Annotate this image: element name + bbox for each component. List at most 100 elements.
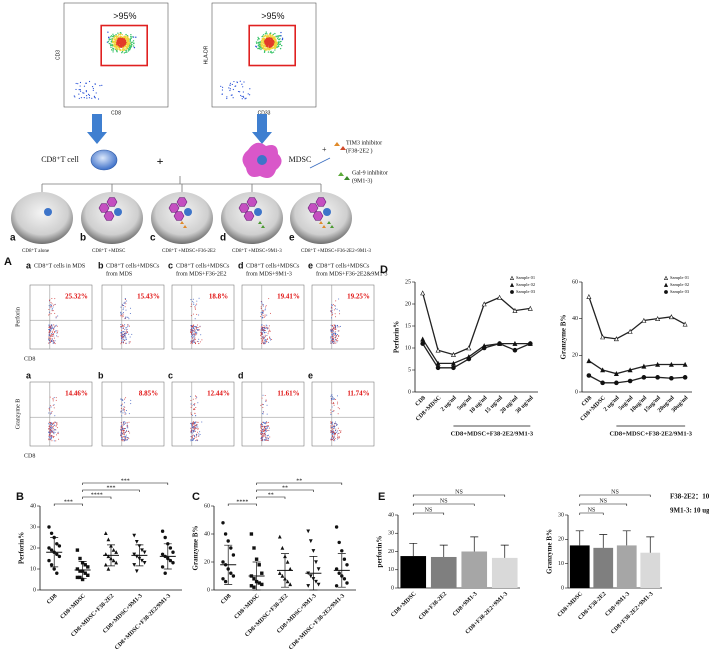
flow-dot: [330, 324, 332, 326]
flow-dot: [53, 422, 55, 424]
gate-dot: [108, 36, 110, 39]
flow-dot: [262, 411, 264, 413]
gate-dot: [113, 36, 115, 39]
flow-dot: [124, 439, 126, 441]
gate-dot: [125, 35, 128, 37]
point: [55, 542, 59, 546]
series-line: [588, 360, 686, 375]
gate-dot: [126, 35, 129, 37]
flow-dot: [50, 412, 52, 414]
flow-dot: [338, 435, 340, 437]
flow-dot: [333, 427, 335, 429]
point: [285, 579, 290, 584]
flow-dot: [267, 430, 269, 432]
flow-dot: [261, 328, 263, 330]
flow-frame: [29, 284, 93, 350]
flow-dot: [50, 305, 52, 307]
flow-dot: [127, 425, 129, 427]
point: [627, 328, 633, 334]
y-tick-label: 0: [575, 389, 578, 395]
gate-dot: [264, 34, 267, 37]
inhibitor-mini: [327, 221, 334, 228]
flow-dot: [192, 409, 194, 411]
flow-title: CD8⁺T cells+MDSCs: [176, 262, 230, 269]
y-tick-label: 0: [33, 587, 36, 593]
sig-label: ****: [91, 492, 103, 498]
gate-dot: [118, 42, 121, 44]
flow-dot: [120, 404, 122, 406]
point: [641, 317, 647, 323]
flow-dot: [51, 336, 53, 338]
legend-label: Sample 03: [670, 289, 690, 294]
point: [420, 336, 426, 342]
gate-dot: [274, 46, 276, 48]
flow-dot: [260, 426, 262, 428]
sig-bracket: [82, 482, 169, 485]
gate-dot: [280, 40, 282, 43]
flow-dot: [269, 338, 271, 340]
flow-dot: [261, 313, 263, 315]
gate-dot: [117, 46, 120, 48]
flow-dot: [123, 440, 125, 442]
flow-dot: [331, 312, 333, 314]
flow-dot: [265, 439, 267, 441]
dish-cell: [323, 208, 331, 216]
gate-dot: [258, 45, 260, 47]
flow-dot: [120, 430, 122, 432]
flow-dot: [131, 333, 133, 335]
point: [160, 552, 165, 556]
flow-dot: [122, 432, 124, 434]
flow-dot: [198, 297, 200, 299]
point: [47, 546, 51, 550]
gate-plot-frame: [211, 2, 317, 108]
flow-dot: [334, 436, 336, 438]
flow-dot: [125, 329, 127, 331]
flow-dot: [338, 326, 340, 328]
flow-dot: [52, 427, 54, 429]
flow-dot: [125, 327, 127, 329]
sig-label: **: [268, 492, 274, 498]
flow-dot: [191, 333, 193, 335]
flow-dot: [266, 437, 268, 439]
gate-dot: [249, 94, 251, 96]
flow-dot: [333, 342, 335, 344]
flow-dot: [266, 439, 268, 441]
flow-dot: [51, 330, 53, 332]
flow-dot: [194, 426, 196, 428]
flow-dot: [266, 404, 268, 406]
flow-dot: [52, 340, 54, 342]
gate-dot: [280, 31, 282, 34]
flow-dot: [270, 339, 272, 341]
flow-dot: [266, 341, 268, 343]
flow-dot: [261, 425, 263, 427]
flow-dot: [335, 336, 337, 338]
flow-dot: [192, 398, 194, 400]
flow-dot: [265, 327, 267, 329]
flow-dot: [330, 307, 332, 309]
gate-dot: [116, 45, 118, 48]
x-tick-label: CD8+9M1-3: [452, 591, 479, 618]
legend-marker: [663, 282, 669, 287]
flow-dot: [190, 342, 192, 344]
flow-dot: [195, 427, 197, 429]
flow-dot: [48, 428, 50, 430]
flow-dot: [121, 329, 123, 331]
flow-dot: [195, 426, 197, 428]
flow-dot: [48, 309, 50, 311]
flow-dot: [124, 317, 126, 319]
flow-dot: [126, 327, 128, 329]
dish-caption: CD8⁺T +MDSC+9M1-3: [232, 248, 282, 254]
legend-marker: [663, 275, 669, 280]
sig-label: ****: [236, 499, 248, 505]
inhibitor: (9M1-3): [352, 177, 372, 184]
flow-dot: [122, 424, 124, 426]
gate-dot: [259, 47, 261, 49]
flow-dot: [120, 422, 122, 424]
flow-dot: [264, 432, 266, 434]
gate-dot: [264, 47, 267, 49]
flow-dot: [266, 325, 268, 327]
gate-dot: [108, 42, 111, 45]
x-tick-label: CD8: [220, 593, 232, 605]
flow-dot: [53, 424, 55, 426]
point: [641, 375, 647, 380]
